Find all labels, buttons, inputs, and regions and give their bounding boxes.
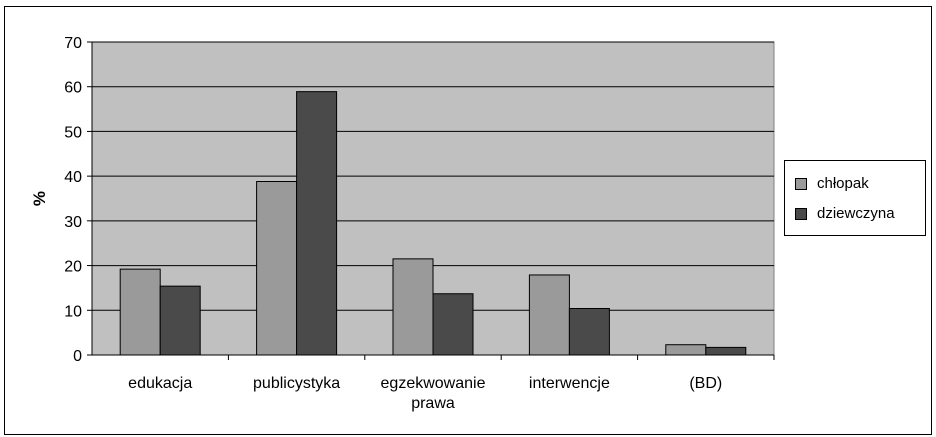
y-tick-label: 60	[64, 80, 82, 97]
y-tick-label: 40	[64, 169, 82, 186]
y-tick-label: 30	[64, 214, 82, 231]
legend-item-chlopak: chłopak	[795, 175, 869, 192]
x-tick-label: (BD)	[689, 375, 722, 392]
x-tick-label: interwencje	[529, 375, 610, 392]
legend: chłopak dziewczyna	[784, 160, 926, 236]
legend-item-dziewczyna: dziewczyna	[795, 205, 895, 222]
bar-dziewczyna	[705, 346, 747, 356]
y-axis-label: %	[30, 191, 49, 206]
x-tick-label: edukacja	[128, 375, 192, 392]
y-tick-label: 20	[64, 259, 82, 276]
bar-chlopak	[665, 344, 707, 356]
bar-chlopak	[119, 268, 161, 356]
legend-label-chlopak: chłopak	[817, 175, 869, 192]
y-tick-label: 70	[64, 35, 82, 52]
y-tick-label: 50	[64, 124, 82, 141]
bar-dziewczyna	[568, 307, 610, 356]
legend-swatch-dziewczyna	[795, 207, 807, 220]
bar-dziewczyna	[432, 293, 474, 356]
bar-chlopak	[528, 274, 570, 356]
bar-chlopak	[392, 258, 434, 356]
bar-dziewczyna	[159, 285, 201, 356]
x-tick-label: egzekwowanie	[381, 375, 486, 392]
legend-label-dziewczyna: dziewczyna	[817, 205, 895, 222]
bar-chlopak	[256, 181, 298, 356]
y-tick-label: 10	[64, 303, 82, 320]
x-tick-label: prawa	[411, 395, 455, 412]
x-tick-label: publicystyka	[253, 375, 340, 392]
legend-swatch-chlopak	[795, 177, 807, 190]
y-tick-label: 0	[73, 348, 82, 365]
bar-dziewczyna	[296, 91, 338, 356]
